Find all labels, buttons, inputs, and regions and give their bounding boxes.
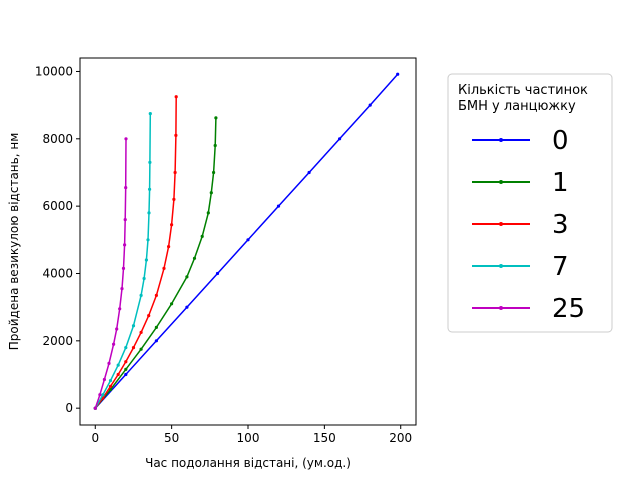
series-line-3 [94, 96, 177, 409]
data-point [368, 103, 372, 107]
y-tick-label: 6000 [42, 199, 73, 213]
data-point [148, 187, 152, 191]
data-point [146, 238, 150, 242]
legend-label-1: 1 [552, 168, 569, 198]
data-point [214, 116, 218, 120]
y-axis-label: Пройдена везикулою відстань, нм [7, 133, 21, 350]
data-point [172, 197, 176, 201]
y-tick-label: 10000 [35, 64, 73, 78]
series-line-0 [94, 73, 399, 409]
x-tick-label: 0 [91, 431, 99, 445]
data-point [200, 234, 204, 238]
data-point [123, 243, 127, 247]
data-point [139, 330, 143, 334]
data-point [170, 302, 174, 306]
data-point [102, 377, 106, 382]
series-line-7 [94, 113, 152, 409]
data-point [98, 393, 102, 397]
data-point [123, 218, 127, 222]
data-point [185, 305, 189, 309]
data-point [185, 275, 189, 279]
data-point [215, 271, 220, 276]
data-point [112, 342, 116, 346]
data-point [396, 72, 400, 76]
legend-label-25: 25 [552, 294, 585, 324]
data-point [209, 191, 213, 195]
data-point [192, 256, 197, 260]
data-point [173, 170, 177, 175]
data-point [174, 133, 178, 137]
data-point [213, 143, 217, 148]
data-point [167, 245, 171, 249]
data-point [101, 393, 105, 397]
data-point [139, 293, 143, 297]
x-tick-label: 100 [237, 431, 260, 445]
data-point [147, 314, 151, 318]
data-point [154, 293, 158, 297]
y-tick-label: 2000 [42, 334, 73, 348]
series-line-1 [94, 117, 217, 409]
data-point [124, 367, 128, 371]
data-point [139, 347, 143, 351]
y-tick-label: 0 [65, 401, 73, 415]
y-tick-label: 4000 [42, 266, 73, 280]
legend-marker [499, 180, 503, 184]
legend-label-0: 0 [552, 126, 569, 156]
data-point [124, 186, 128, 190]
x-tick-label: 200 [389, 431, 412, 445]
data-point [154, 325, 158, 329]
legend-box [447, 73, 613, 333]
data-point [107, 361, 111, 365]
x-axis-label: Час подолання відстані, (ум.од.) [145, 456, 351, 470]
legend-marker [499, 222, 503, 226]
data-point [246, 238, 250, 242]
data-point [148, 160, 152, 164]
data-point [124, 360, 128, 364]
legend-title: Кількість частинок [458, 83, 588, 98]
data-point [124, 346, 128, 350]
data-point [124, 137, 128, 141]
data-point [338, 137, 342, 141]
legend-marker [499, 264, 503, 268]
data-point [154, 339, 158, 343]
data-point [131, 346, 136, 350]
data-point [148, 112, 152, 116]
x-tick-label: 50 [164, 431, 179, 445]
data-point [212, 170, 216, 175]
data-point [116, 372, 120, 377]
y-tick-label: 8000 [42, 132, 73, 146]
data-point [307, 170, 311, 175]
legend-marker [499, 306, 503, 310]
x-tick-label: 150 [313, 431, 336, 445]
data-point [144, 258, 148, 262]
data-point [174, 95, 178, 99]
data-point [147, 211, 151, 215]
data-point [206, 211, 210, 215]
legend-label-3: 3 [552, 210, 569, 240]
data-point [131, 324, 136, 328]
data-point [120, 287, 124, 291]
legend-label-7: 7 [552, 252, 569, 282]
data-point [276, 204, 281, 208]
data-point [115, 327, 119, 331]
legend-title: БМН у ланцюжку [458, 99, 576, 114]
data-point [162, 266, 166, 270]
data-point [93, 406, 97, 410]
data-point [118, 307, 122, 311]
data-point [170, 223, 174, 227]
data-point [142, 276, 146, 281]
data-point [108, 379, 113, 383]
data-point [124, 372, 128, 377]
data-point [116, 363, 120, 367]
data-point [108, 384, 113, 388]
legend-marker [499, 138, 503, 142]
data-point [121, 266, 126, 270]
